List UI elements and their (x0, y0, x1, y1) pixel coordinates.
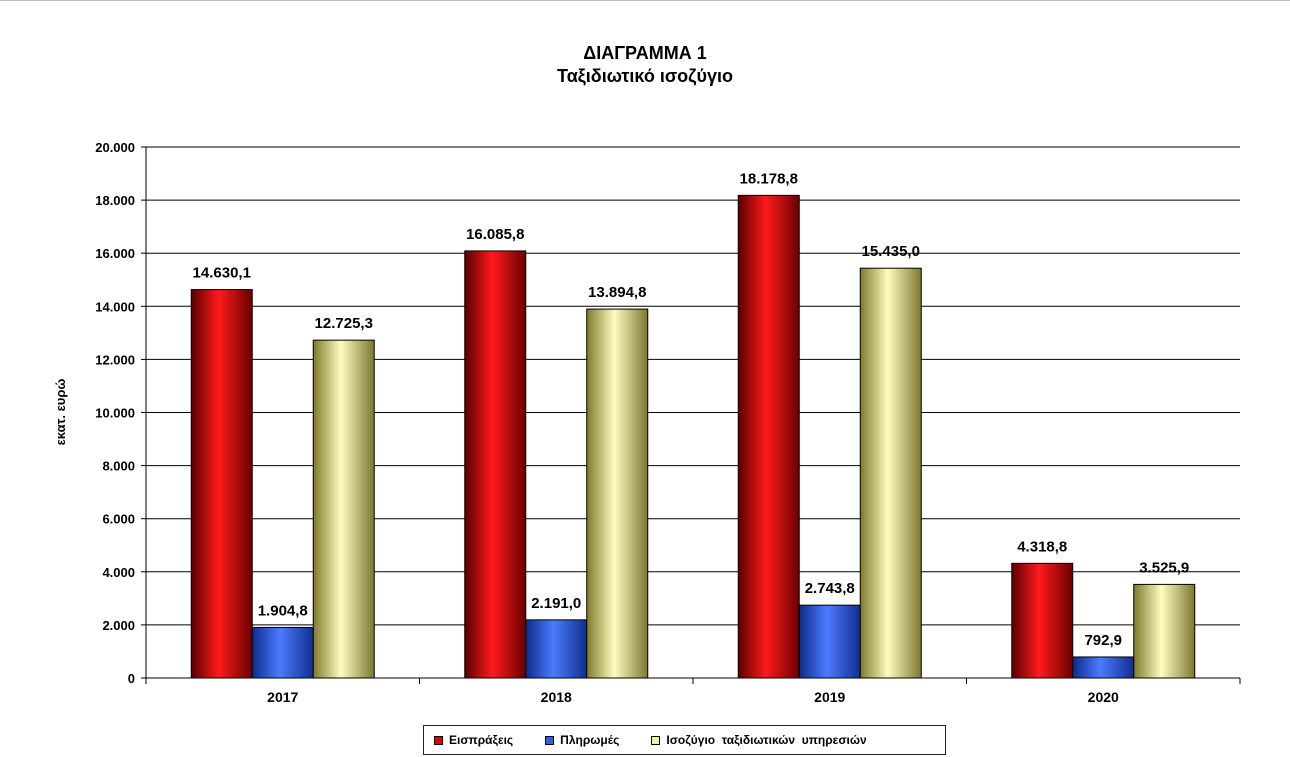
labels: 0 2.000 4.000 6.000 8.000 10.000 12.000 14.000 1… (53, 140, 1189, 705)
top-rule (0, 0, 1290, 1)
x-tick-label: 2017 (267, 689, 298, 705)
data-label: 16.085,8 (466, 226, 524, 243)
data-label: 1.904,8 (258, 602, 308, 619)
bar (464, 250, 527, 679)
bars (190, 194, 1196, 679)
bar-chart: 0 2.000 4.000 6.000 8.000 10.000 12.000 14.000 1… (53, 140, 1241, 705)
bar (586, 308, 649, 679)
bar (1072, 656, 1135, 679)
y-tick-label: 18.000 (95, 193, 135, 208)
x-tick-label: 2019 (814, 689, 845, 705)
legend-item-receipts: Εισπράξεις (434, 733, 513, 747)
chart-title: ΔΙΑΓΡΑΜΜΑ 1 (583, 43, 707, 63)
bar (190, 289, 253, 679)
axes (141, 146, 1241, 684)
x-tick-label: 2020 (1088, 689, 1119, 705)
bar (1133, 583, 1196, 679)
data-label: 3.525,9 (1139, 559, 1189, 576)
x-tick-label: 2018 (541, 689, 572, 705)
data-label: 2.743,8 (805, 580, 855, 597)
y-tick-label: 14.000 (95, 299, 135, 314)
data-label: 14.630,1 (193, 265, 251, 282)
legend-item-payments: Πληρωμές (545, 733, 619, 747)
legend-label-payments: Πληρωμές (560, 733, 620, 747)
bar (798, 604, 861, 679)
y-tick-label: 6.000 (102, 512, 135, 527)
bar (859, 267, 922, 679)
chart-subtitle: Ταξιδιωτικό ισοζύγιο (557, 66, 733, 86)
legend-label-balance: Ισοζύγιο ταξιδιωτικών υπηρεσιών (666, 733, 867, 747)
legend-label-receipts: Εισπράξεις (449, 733, 514, 747)
legend-swatch-payments (545, 735, 555, 745)
data-label: 792,9 (1084, 632, 1122, 649)
bar (525, 619, 588, 679)
data-label: 13.894,8 (588, 284, 646, 301)
y-tick-label: 2.000 (102, 618, 135, 633)
y-tick-label: 8.000 (102, 459, 135, 474)
data-label: 18.178,8 (740, 170, 798, 187)
legend-swatch-balance (651, 735, 661, 745)
legend-swatch-receipts (434, 735, 443, 745)
data-label: 12.725,3 (315, 315, 373, 332)
y-tick-label: 10.000 (95, 406, 135, 421)
bar (737, 194, 800, 679)
grid-lines (146, 146, 1240, 626)
data-label: 15.435,0 (862, 243, 920, 260)
legend: Εισπράξεις Πληρωμές Ισοζύγιο ταξιδιωτικώ… (423, 725, 946, 755)
y-tick-label: 4.000 (102, 565, 135, 580)
data-label: 4.318,8 (1017, 538, 1067, 555)
data-label: 2.191,0 (531, 595, 581, 612)
bar (312, 339, 375, 679)
y-axis-label: εκατ. ευρώ (53, 379, 68, 446)
bar (1011, 562, 1074, 679)
y-tick-label: 20.000 (95, 140, 135, 155)
y-tick-label: 0 (128, 671, 135, 686)
y-tick-label: 12.000 (95, 352, 135, 367)
legend-item-balance: Ισοζύγιο ταξιδιωτικών υπηρεσιών (651, 733, 867, 747)
y-tick-label: 16.000 (95, 246, 135, 261)
bar (251, 626, 314, 679)
